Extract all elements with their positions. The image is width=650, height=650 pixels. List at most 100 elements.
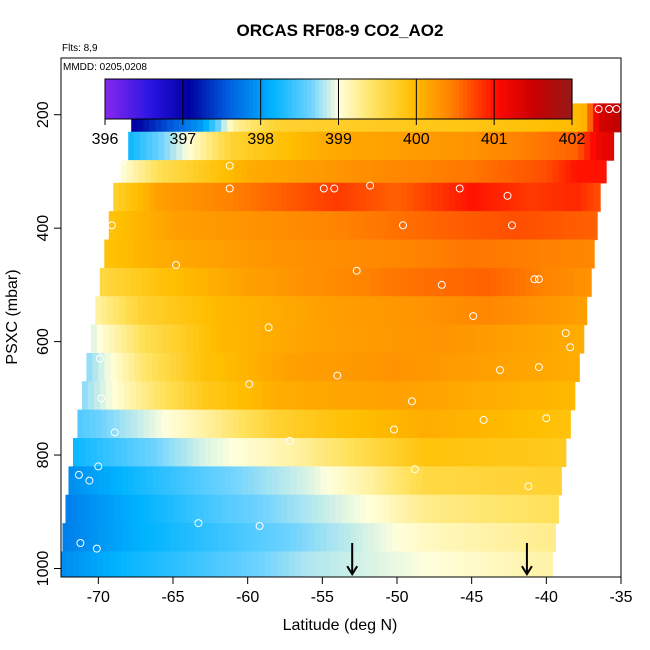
heat-cell <box>131 296 138 326</box>
heat-cell <box>137 296 144 326</box>
heat-cell <box>212 466 220 496</box>
heat-cell <box>170 523 178 553</box>
colorbar-swatch <box>478 79 484 119</box>
heat-cell <box>141 267 149 297</box>
heat-cell <box>270 211 278 241</box>
colorbar-tick-label: 396 <box>92 131 119 148</box>
heat-cell <box>216 324 224 354</box>
heat-cell <box>480 438 488 467</box>
colorbar-swatch <box>560 79 565 119</box>
heat-cell <box>290 239 297 269</box>
heat-cell <box>203 494 211 524</box>
heat-cell <box>515 409 523 439</box>
heat-cell <box>417 267 425 297</box>
heat-cell <box>473 409 481 439</box>
heat-cell <box>479 409 487 439</box>
heat-cell <box>426 160 434 184</box>
heat-cell <box>441 381 449 411</box>
heat-cell <box>122 523 130 553</box>
heat-cell <box>473 182 480 212</box>
heat-cell <box>306 324 314 354</box>
heat-cell <box>309 267 317 297</box>
heat-cell <box>542 239 549 269</box>
colorbar-swatch <box>194 79 199 119</box>
heat-cell <box>151 551 158 577</box>
heat-cell <box>169 551 176 577</box>
heat-cell <box>569 296 576 326</box>
heat-cell <box>434 466 442 496</box>
y-tick-label: 200 <box>35 101 52 128</box>
heat-cell <box>65 494 73 524</box>
heat-cell <box>518 131 525 161</box>
heat-cell <box>302 239 309 269</box>
heat-cell <box>348 160 356 184</box>
heat-cell <box>61 551 68 577</box>
colorbar-swatch <box>190 79 196 119</box>
heat-cell <box>372 211 380 241</box>
heat-cell <box>426 438 434 467</box>
arrow-head <box>346 565 359 577</box>
heat-cell <box>434 131 441 161</box>
sample-point <box>94 462 103 471</box>
heat-cell <box>170 239 177 269</box>
heat-cell <box>546 160 554 184</box>
heat-cell <box>158 466 166 496</box>
heat-cell <box>179 494 187 524</box>
heat-cell <box>333 267 341 297</box>
heat-cell <box>230 131 237 161</box>
heat-cell <box>401 296 408 326</box>
heat-cell <box>463 551 470 577</box>
heat-cell <box>564 324 572 354</box>
heat-cell <box>227 182 234 212</box>
heat-cell <box>551 296 558 326</box>
heat-cell <box>150 438 158 467</box>
heat-cell <box>125 182 132 212</box>
heat-cell <box>272 239 279 269</box>
heat-cell <box>407 494 415 524</box>
heat-cell <box>114 438 122 467</box>
colorbar-swatch <box>186 79 192 119</box>
heat-cell <box>146 131 153 161</box>
heat-cell <box>536 466 544 496</box>
heat-cell <box>143 494 151 524</box>
heat-cell <box>288 324 296 354</box>
heat-cell <box>300 160 308 184</box>
heat-cell <box>245 182 252 212</box>
heat-cell <box>110 466 118 496</box>
heat-cell <box>510 324 518 354</box>
heat-cell <box>395 182 402 212</box>
heat-cell <box>73 551 80 577</box>
heat-cell <box>584 131 591 161</box>
heat-cell <box>84 438 92 467</box>
heat-cell <box>392 239 399 269</box>
heat-cell <box>215 409 223 439</box>
colorbar-swatch <box>260 79 266 119</box>
heat-cell <box>332 131 339 161</box>
heat-cell <box>135 267 143 297</box>
heat-cell <box>387 381 395 411</box>
heat-cell <box>135 381 143 411</box>
heat-cell <box>116 352 123 382</box>
heat-cell <box>329 409 337 439</box>
heat-cell <box>570 160 578 184</box>
heat-cell <box>428 239 435 269</box>
colorbar-swatch <box>455 79 460 119</box>
heat-cell <box>99 267 107 297</box>
heat-cell <box>415 551 422 577</box>
heat-cell <box>401 494 409 524</box>
heat-cell <box>557 296 564 326</box>
heat-cell <box>129 267 137 297</box>
heat-cell <box>187 551 194 577</box>
heat-cell <box>185 494 193 524</box>
heat-cell <box>444 160 452 184</box>
heat-cell <box>264 211 272 241</box>
heat-cell <box>575 296 582 326</box>
colorbar-swatch <box>490 79 495 119</box>
heat-cell <box>156 438 164 467</box>
heat-cell <box>546 324 554 354</box>
heat-cell <box>407 409 415 439</box>
heat-band <box>108 211 598 241</box>
heat-cell <box>383 494 391 524</box>
heat-cell <box>392 466 400 496</box>
heat-cell <box>266 466 274 496</box>
